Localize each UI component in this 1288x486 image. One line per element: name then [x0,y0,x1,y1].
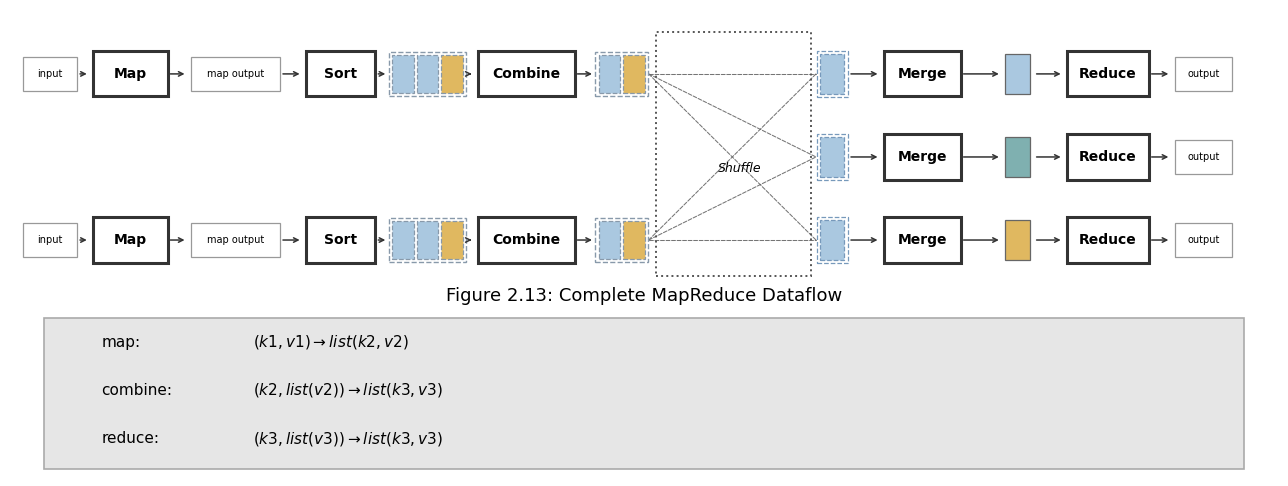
Text: input: input [37,69,63,79]
FancyBboxPatch shape [819,54,845,94]
Text: Reduce: Reduce [1079,233,1137,247]
FancyBboxPatch shape [93,52,167,96]
FancyBboxPatch shape [416,55,438,93]
Text: map output: map output [207,69,264,79]
Text: Combine: Combine [492,67,560,81]
Text: combine:: combine: [102,383,173,398]
FancyBboxPatch shape [307,52,376,96]
Text: Sort: Sort [325,233,357,247]
FancyBboxPatch shape [23,57,77,91]
Text: Combine: Combine [492,233,560,247]
FancyBboxPatch shape [1006,137,1030,177]
Text: Sort: Sort [325,67,357,81]
Text: reduce:: reduce: [102,431,160,446]
FancyBboxPatch shape [623,221,645,259]
Bar [657,33,811,276]
FancyBboxPatch shape [884,52,961,96]
FancyBboxPatch shape [191,223,281,257]
FancyBboxPatch shape [478,52,574,96]
Text: Map: Map [113,67,147,81]
Text: Map: Map [113,233,147,247]
FancyBboxPatch shape [1006,220,1030,260]
Text: Merge: Merge [898,150,947,164]
FancyBboxPatch shape [23,223,77,257]
FancyBboxPatch shape [819,220,845,260]
FancyBboxPatch shape [442,221,462,259]
FancyBboxPatch shape [44,318,1243,469]
FancyBboxPatch shape [442,55,462,93]
Text: Merge: Merge [898,233,947,247]
FancyBboxPatch shape [1068,135,1149,179]
Text: $(k1, v1) \rightarrow list(k2, v2)$: $(k1, v1) \rightarrow list(k2, v2)$ [252,333,408,351]
FancyBboxPatch shape [884,217,961,262]
Text: output: output [1188,69,1220,79]
FancyBboxPatch shape [623,55,645,93]
FancyBboxPatch shape [1175,223,1231,257]
FancyBboxPatch shape [392,55,413,93]
Text: map:: map: [102,335,140,350]
Text: Merge: Merge [898,67,947,81]
FancyBboxPatch shape [191,57,281,91]
FancyBboxPatch shape [1175,57,1231,91]
FancyBboxPatch shape [819,137,845,177]
FancyBboxPatch shape [884,135,961,179]
FancyBboxPatch shape [478,217,574,262]
Text: map output: map output [207,235,264,245]
Text: Figure 2.13: Complete MapReduce Dataflow: Figure 2.13: Complete MapReduce Dataflow [446,288,842,306]
FancyBboxPatch shape [416,221,438,259]
FancyBboxPatch shape [1068,217,1149,262]
Text: Reduce: Reduce [1079,150,1137,164]
FancyBboxPatch shape [1006,54,1030,94]
Text: input: input [37,235,63,245]
Text: output: output [1188,152,1220,162]
FancyBboxPatch shape [1068,52,1149,96]
Text: $(k3, list(v3)) \rightarrow list(k3, v3)$: $(k3, list(v3)) \rightarrow list(k3, v3)… [252,430,443,448]
FancyBboxPatch shape [307,217,376,262]
Text: $(k2, list(v2)) \rightarrow list(k3, v3)$: $(k2, list(v2)) \rightarrow list(k3, v3)… [252,382,443,399]
Text: Reduce: Reduce [1079,67,1137,81]
Text: output: output [1188,235,1220,245]
FancyBboxPatch shape [1175,140,1231,174]
Text: Shuffle: Shuffle [719,162,761,175]
FancyBboxPatch shape [392,221,413,259]
FancyBboxPatch shape [599,55,621,93]
FancyBboxPatch shape [599,221,621,259]
FancyBboxPatch shape [93,217,167,262]
